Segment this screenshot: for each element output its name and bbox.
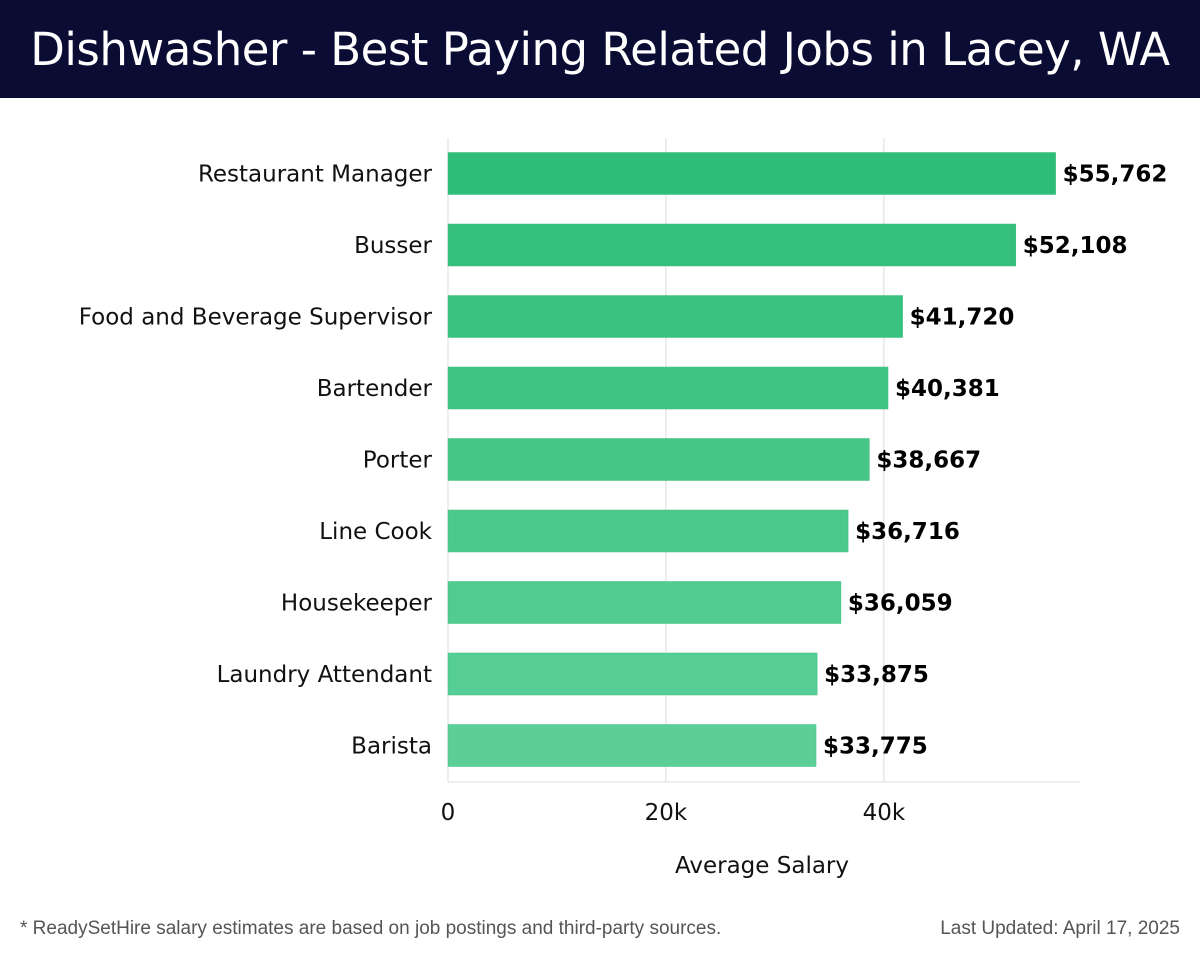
category-label: Bartender — [317, 376, 433, 402]
x-axis-ticks: 0 20k 40k — [441, 800, 906, 826]
category-label: Barista — [351, 734, 432, 760]
bar-chart: Restaurant Manager Busser Food and Beverag… — [79, 138, 1167, 879]
x-tick-label: 20k — [645, 800, 688, 826]
bars — [447, 152, 1056, 767]
category-label: Restaurant Manager — [198, 162, 433, 188]
title-bar: Dishwasher - Best Paying Related Jobs in… — [0, 0, 1200, 98]
category-label: Housekeeper — [281, 591, 433, 617]
value-label: $36,059 — [848, 591, 953, 617]
last-updated: Last Updated: April 17, 2025 — [940, 918, 1180, 939]
value-labels: $55,762 $52,108 $41,720 $40,381 $38,667 $36,7… — [823, 162, 1167, 760]
bar — [447, 366, 889, 410]
category-label: Busser — [354, 233, 432, 259]
value-label: $55,762 — [1063, 162, 1168, 188]
x-tick-label: 40k — [863, 800, 906, 826]
category-label: Line Cook — [319, 519, 432, 545]
value-label: $40,381 — [895, 376, 1000, 402]
value-label: $41,720 — [910, 305, 1015, 331]
x-tick-label: 0 — [441, 800, 456, 826]
chart-title: Dishwasher - Best Paying Related Jobs in… — [30, 22, 1170, 76]
bar — [447, 295, 903, 338]
value-label: $33,875 — [824, 662, 929, 688]
value-label: $33,775 — [823, 734, 928, 760]
bar — [447, 223, 1017, 267]
bar — [447, 724, 817, 767]
category-labels: Restaurant Manager Busser Food and Beverag… — [79, 162, 433, 760]
category-label: Food and Beverage Supervisor — [79, 305, 433, 331]
value-label: $38,667 — [876, 448, 981, 474]
value-label: $36,716 — [855, 519, 960, 545]
bar — [447, 509, 849, 553]
category-label: Laundry Attendant — [217, 662, 432, 688]
value-label: $52,108 — [1023, 233, 1128, 259]
bar — [447, 652, 818, 696]
category-label: Porter — [363, 448, 433, 474]
x-axis-title: Average Salary — [675, 853, 849, 879]
bar — [447, 438, 870, 481]
bar — [447, 581, 842, 624]
footer-note: * ReadySetHire salary estimates are base… — [20, 918, 722, 939]
bar — [447, 152, 1056, 195]
